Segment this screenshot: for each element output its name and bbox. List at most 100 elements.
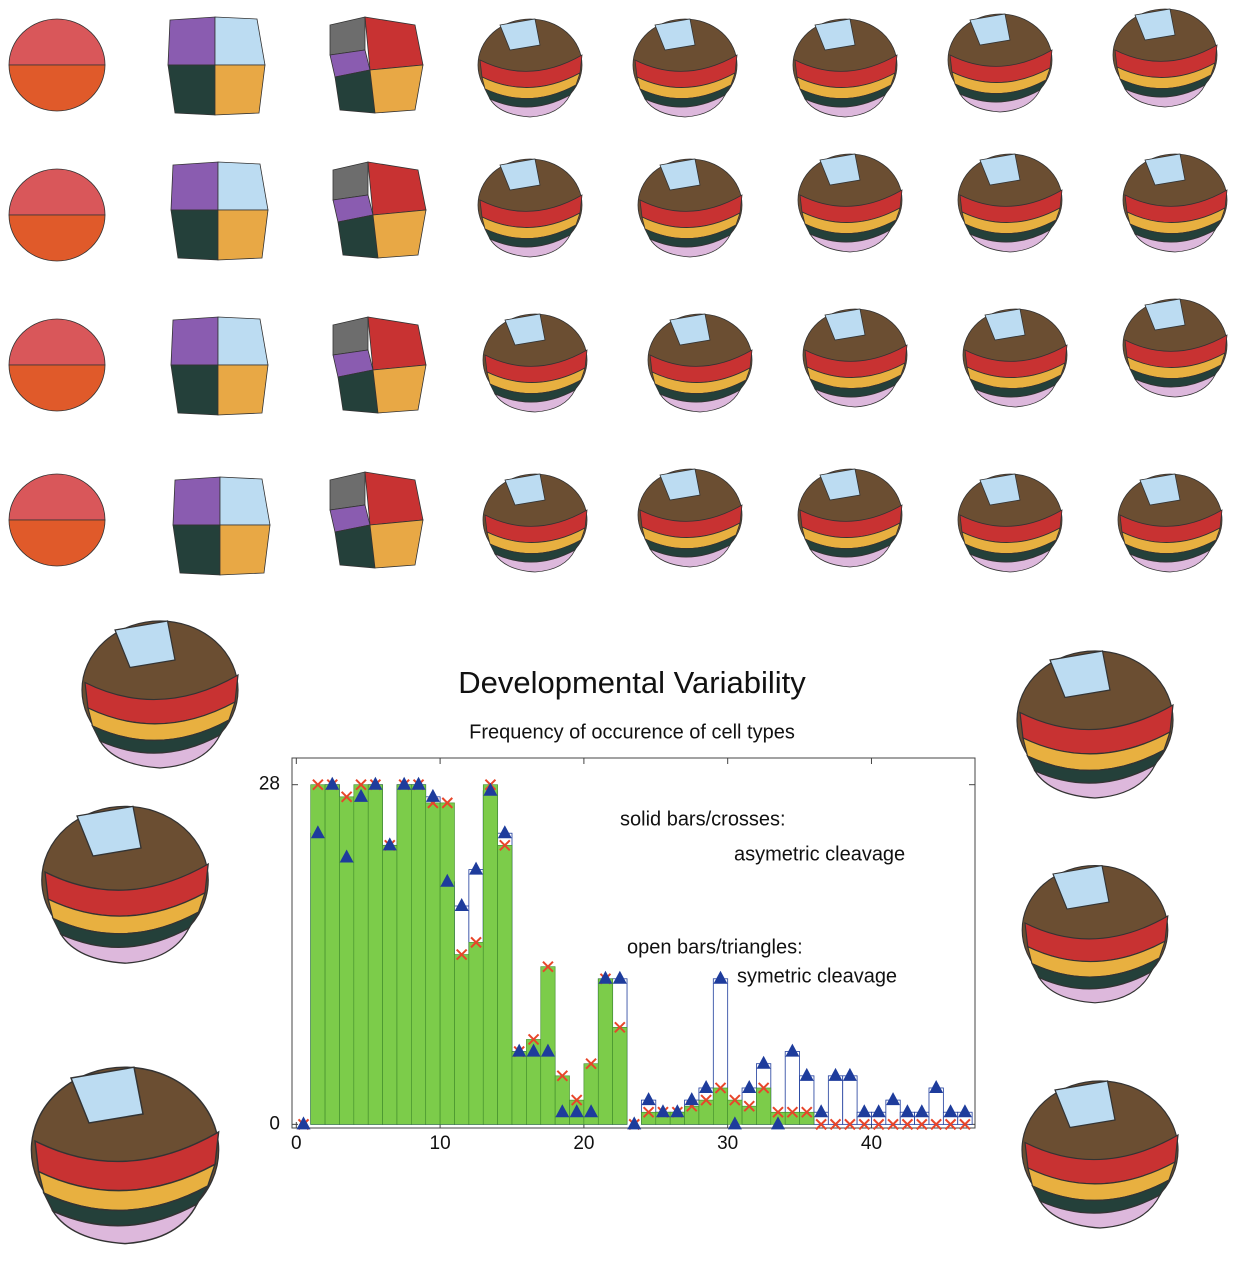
- embryo: [168, 17, 265, 115]
- open-bar: [843, 1076, 857, 1125]
- embryo: [483, 314, 587, 412]
- embryo: [333, 317, 426, 413]
- solid-bar: [598, 979, 612, 1125]
- embryo: [958, 474, 1062, 572]
- triangle-marker: [857, 1104, 871, 1117]
- triangle-marker: [900, 1104, 914, 1117]
- triangle-marker: [498, 825, 512, 838]
- embryo: [648, 314, 752, 412]
- triangle-marker: [829, 1068, 843, 1081]
- embryo: [333, 162, 426, 258]
- triangle-marker: [886, 1092, 900, 1105]
- solid-bar: [339, 797, 353, 1125]
- triangle-marker: [915, 1104, 929, 1117]
- solid-bar: [613, 1027, 627, 1124]
- triangle-marker: [872, 1104, 886, 1117]
- embryo: [963, 309, 1067, 407]
- embryo: [9, 474, 105, 566]
- x-tick-label: 20: [573, 1133, 594, 1154]
- triangle-marker: [958, 1104, 972, 1117]
- solid-bar: [397, 785, 411, 1125]
- embryo-large: [31, 1067, 218, 1243]
- embryo: [9, 319, 105, 411]
- annotation: solid bars/crosses:: [620, 808, 786, 830]
- solid-bar: [426, 803, 440, 1124]
- solid-bar: [454, 955, 468, 1125]
- triangle-marker: [325, 777, 339, 790]
- triangle-marker: [685, 1092, 699, 1105]
- triangle-marker: [598, 971, 612, 984]
- solid-bar: [641, 1112, 655, 1124]
- solid-bar: [440, 803, 454, 1124]
- embryo: [958, 154, 1062, 252]
- embryo: [173, 477, 270, 575]
- embryo: [633, 19, 737, 117]
- open-bar: [828, 1076, 842, 1125]
- triangle-marker: [785, 1044, 799, 1057]
- triangle-marker: [297, 1116, 311, 1129]
- solid-bar: [713, 1088, 727, 1124]
- solid-bar: [354, 785, 368, 1125]
- embryo: [1113, 9, 1217, 107]
- triangle-marker: [757, 1056, 771, 1069]
- solid-bar: [325, 785, 339, 1125]
- triangle-marker: [944, 1104, 958, 1117]
- embryo: [330, 17, 423, 113]
- embryo: [1123, 154, 1227, 252]
- embryo-large: [1022, 1081, 1178, 1228]
- open-bar: [929, 1088, 943, 1124]
- embryo: [948, 14, 1052, 112]
- embryo: [1123, 299, 1227, 397]
- embryo-large: [1017, 651, 1173, 798]
- solid-bar: [800, 1112, 814, 1124]
- embryo: [330, 472, 423, 568]
- triangle-marker: [368, 777, 382, 790]
- embryo: [798, 469, 902, 567]
- x-tick-label: 40: [861, 1133, 882, 1154]
- triangle-marker: [383, 837, 397, 850]
- page: {"chart_data": {"type": "bar", "title": …: [0, 0, 1256, 1264]
- y-tick-label: 28: [259, 774, 280, 795]
- triangle-marker: [742, 1080, 756, 1093]
- embryo: [9, 19, 105, 111]
- embryo-large: [82, 621, 238, 768]
- annotation: symetric cleavage: [737, 965, 897, 987]
- embryo: [483, 474, 587, 572]
- triangle-marker: [843, 1068, 857, 1081]
- y-tick-label: 0: [269, 1113, 280, 1134]
- triangle-marker: [656, 1104, 670, 1117]
- chart-title: Developmental Variability: [458, 665, 806, 700]
- embryo: [803, 309, 907, 407]
- x-tick-label: 10: [430, 1133, 451, 1154]
- triangle-marker: [455, 898, 469, 911]
- embryo: [478, 159, 582, 257]
- embryo: [1118, 474, 1222, 572]
- x-tick-label: 30: [717, 1133, 738, 1154]
- annotation: asymetric cleavage: [734, 843, 905, 865]
- x-tick-label: 0: [291, 1133, 302, 1154]
- triangle-marker: [397, 777, 411, 790]
- triangle-marker: [800, 1068, 814, 1081]
- triangle-marker: [699, 1080, 713, 1093]
- triangle-marker: [469, 862, 483, 875]
- triangle-marker: [613, 971, 627, 984]
- embryo: [638, 159, 742, 257]
- triangle-marker: [412, 777, 426, 790]
- triangle-marker: [426, 789, 440, 802]
- embryo: [478, 19, 582, 117]
- triangle-marker: [642, 1092, 656, 1105]
- solid-bar: [742, 1106, 756, 1124]
- embryo: [638, 469, 742, 567]
- embryo-large: [42, 806, 208, 963]
- triangle-marker: [670, 1104, 684, 1117]
- solid-bar: [498, 845, 512, 1124]
- chart-subtitle: Frequency of occurence of cell types: [469, 721, 795, 743]
- chart: Developmental Variability Frequency of o…: [259, 665, 975, 1154]
- solid-bar: [368, 785, 382, 1125]
- solid-bar: [785, 1112, 799, 1124]
- embryo: [798, 154, 902, 252]
- solid-bar: [512, 1052, 526, 1125]
- solid-bar: [469, 942, 483, 1124]
- triangle-marker: [929, 1080, 943, 1093]
- embryo: [793, 19, 897, 117]
